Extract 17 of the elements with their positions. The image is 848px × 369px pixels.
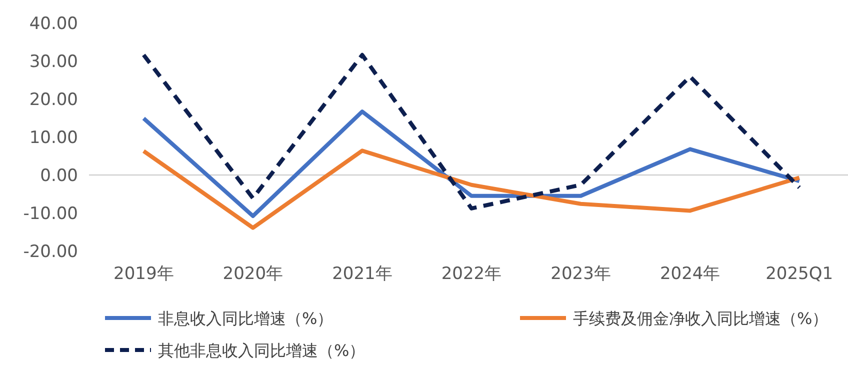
y-tick-label: 20.00 bbox=[29, 90, 78, 110]
x-tick-label: 2024年 bbox=[660, 264, 720, 284]
x-tick-label: 2019年 bbox=[114, 264, 174, 284]
x-tick-label: 2023年 bbox=[550, 264, 611, 284]
legend-label: 手续费及佣金净收入同比增速（%） bbox=[573, 309, 828, 328]
x-tick-label: 2021年 bbox=[332, 264, 392, 284]
y-tick-label: -20.00 bbox=[23, 242, 78, 262]
legend-label: 其他非息收入同比增速（%） bbox=[158, 341, 366, 360]
y-tick-label: 40.00 bbox=[29, 14, 78, 34]
x-tick-label: 2020年 bbox=[222, 264, 284, 284]
x-tick-label: 2022年 bbox=[441, 264, 502, 284]
x-tick-label: 2025Q1 bbox=[766, 264, 834, 284]
y-tick-label: -10.00 bbox=[23, 204, 78, 224]
y-tick-label: 10.00 bbox=[29, 128, 78, 148]
y-tick-label: 0.00 bbox=[40, 166, 78, 186]
legend-label: 非息收入同比增速（%） bbox=[158, 309, 334, 328]
y-tick-label: 30.00 bbox=[29, 52, 78, 72]
